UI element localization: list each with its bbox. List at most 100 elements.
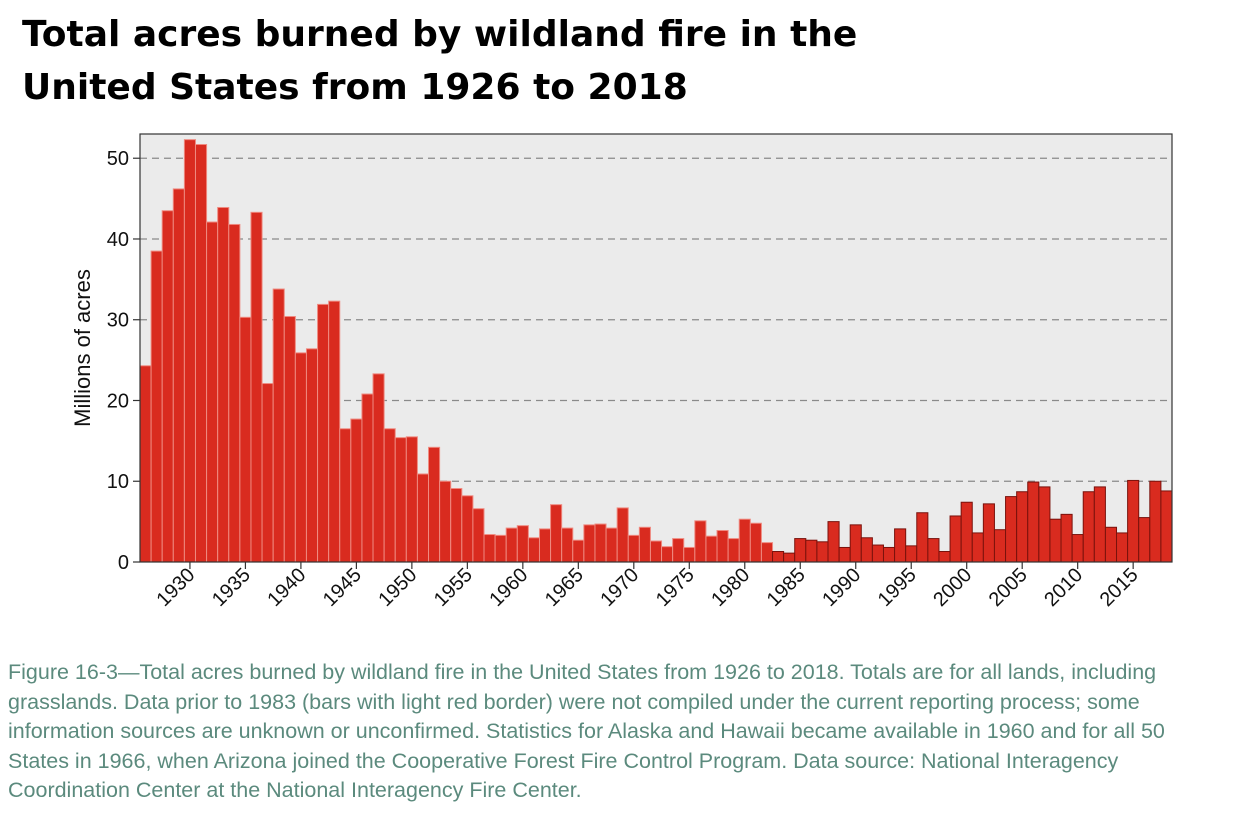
- bar-2015: [1127, 479, 1140, 563]
- bar-1999: [949, 515, 962, 563]
- chart-title: Total acres burned by wildland fire in t…: [22, 8, 1202, 114]
- bar-1969: [616, 507, 629, 563]
- bar-1939: [283, 316, 296, 563]
- x-axis: 1930 1935 1940 1945 1950 1955 1960 1965 1970 1975…: [152, 562, 1143, 611]
- bar-1954: [450, 488, 463, 563]
- x-tick-label: 2000: [929, 564, 976, 611]
- bar-2004: [1005, 496, 1018, 563]
- bar-1977: [705, 535, 718, 563]
- bar-1968: [605, 527, 618, 563]
- bar-1950: [405, 436, 418, 563]
- bar-1964: [561, 527, 574, 563]
- bar-1945: [350, 418, 363, 563]
- bar-1944: [339, 428, 352, 563]
- x-tick-label: 1965: [541, 564, 588, 611]
- bar-1994: [894, 528, 907, 563]
- x-tick-label: 1980: [707, 564, 754, 611]
- bar-1948: [383, 428, 396, 563]
- bar-1971: [638, 526, 651, 563]
- bar-1929: [172, 188, 185, 563]
- bar-1932: [206, 221, 219, 563]
- bar-1987: [816, 541, 829, 563]
- bar-2000: [960, 501, 973, 563]
- bar-1952: [428, 446, 441, 563]
- bar-1995: [905, 545, 918, 563]
- bar-1955: [461, 495, 474, 563]
- bar-1957: [483, 534, 496, 563]
- y-tick-label: 30: [107, 310, 129, 332]
- bar-2009: [1060, 513, 1073, 563]
- y-tick-label: 20: [107, 390, 129, 412]
- y-tick-label: 50: [107, 148, 129, 170]
- bar-1983: [772, 551, 785, 563]
- bar-1928: [161, 210, 174, 563]
- x-tick-label: 1995: [874, 564, 921, 611]
- bar-1943: [328, 300, 341, 563]
- bar-1972: [649, 540, 663, 563]
- bar-1956: [472, 508, 485, 563]
- x-tick-label: 1955: [430, 564, 477, 611]
- bar-2011: [1082, 491, 1095, 563]
- x-tick-label: 2010: [1040, 564, 1087, 611]
- bar-1980: [738, 518, 751, 563]
- x-tick-label: 2005: [985, 564, 1032, 611]
- x-tick-label: 1950: [374, 564, 421, 611]
- y-tick-label: 40: [107, 229, 129, 251]
- x-tick-label: 1940: [263, 564, 310, 611]
- bar-1930: [183, 139, 196, 563]
- bar-2016: [1138, 517, 1151, 563]
- x-tick-label: 1975: [652, 564, 699, 611]
- bar-1992: [871, 544, 884, 563]
- bar-2005: [1016, 491, 1029, 563]
- bar-1949: [394, 437, 407, 563]
- bar-1996: [916, 512, 929, 563]
- bar-1938: [272, 288, 285, 563]
- figure-caption: Figure 16-3—Total acres burned by wildla…: [8, 660, 1165, 802]
- bar-1940: [294, 352, 307, 563]
- bar-1927: [150, 250, 163, 563]
- bar-1935: [239, 316, 252, 563]
- bar-2002: [982, 503, 995, 563]
- bar-1962: [538, 528, 552, 563]
- bar-1998: [938, 551, 951, 563]
- bar-1966: [583, 524, 596, 563]
- bar-1937: [261, 383, 274, 563]
- bar-2010: [1071, 534, 1084, 563]
- bar-2006: [1027, 481, 1040, 563]
- bar-1941: [305, 348, 319, 563]
- bar-1951: [416, 473, 430, 563]
- y-tick-label: 0: [118, 552, 129, 574]
- bar-2018: [1160, 490, 1173, 563]
- bar-2013: [1104, 526, 1118, 563]
- bar-1933: [217, 206, 230, 563]
- bar-2001: [971, 532, 984, 563]
- bar-1942: [317, 303, 330, 563]
- bar-1946: [361, 393, 374, 563]
- x-tick-label: 1970: [596, 564, 643, 611]
- bar-1993: [882, 546, 896, 563]
- bar-1981: [749, 522, 762, 563]
- bar-2012: [1093, 486, 1106, 563]
- bar-1965: [572, 539, 585, 563]
- bar-2008: [1049, 518, 1062, 563]
- y-axis: 0 10 20 30 40 50: [107, 148, 140, 574]
- bar-1988: [827, 521, 840, 563]
- y-tick-label: 10: [107, 471, 129, 493]
- bar-1974: [672, 538, 685, 563]
- bar-2007: [1038, 486, 1051, 563]
- chart-title-line-1: Total acres burned by wildland fire in t…: [22, 14, 858, 55]
- bar-1991: [860, 537, 873, 563]
- bar-2017: [1149, 480, 1162, 563]
- x-tick-label: 1985: [763, 564, 810, 611]
- bar-2014: [1116, 532, 1129, 563]
- bar-1963: [550, 504, 563, 563]
- bar-1975: [683, 546, 696, 563]
- bar-1973: [661, 546, 674, 563]
- bar-chart: 0 10 20 30 40 50 1930 1935 1940 1945 1950 1955 1960…: [70, 133, 1173, 611]
- bar-1982: [760, 542, 774, 563]
- y-axis-label: Millions of acres: [70, 269, 95, 427]
- bar-1978: [716, 530, 729, 563]
- bar-1934: [228, 223, 241, 563]
- bar-1989: [838, 546, 851, 563]
- bar-1985: [794, 538, 807, 563]
